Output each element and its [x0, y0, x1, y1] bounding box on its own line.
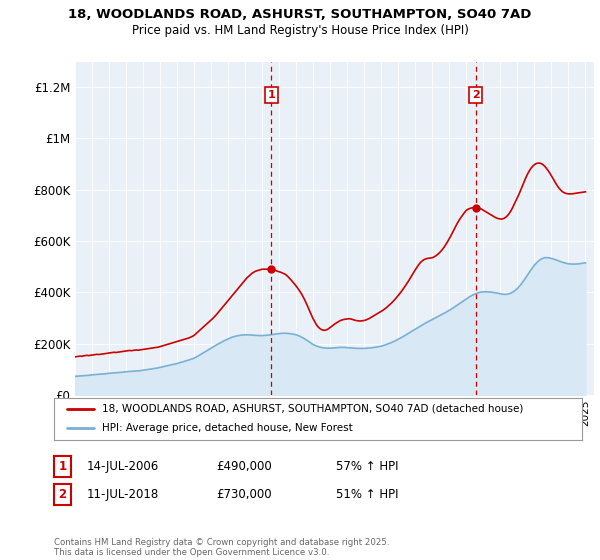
Text: 2: 2 [58, 488, 67, 501]
Text: £490,000: £490,000 [216, 460, 272, 473]
Text: 51% ↑ HPI: 51% ↑ HPI [336, 488, 398, 501]
Text: £730,000: £730,000 [216, 488, 272, 501]
Text: 2: 2 [472, 90, 479, 100]
Text: 11-JUL-2018: 11-JUL-2018 [87, 488, 159, 501]
Text: HPI: Average price, detached house, New Forest: HPI: Average price, detached house, New … [101, 423, 352, 433]
Text: Price paid vs. HM Land Registry's House Price Index (HPI): Price paid vs. HM Land Registry's House … [131, 24, 469, 36]
Text: 1: 1 [268, 90, 275, 100]
Text: 1: 1 [58, 460, 67, 473]
Text: 57% ↑ HPI: 57% ↑ HPI [336, 460, 398, 473]
Text: 18, WOODLANDS ROAD, ASHURST, SOUTHAMPTON, SO40 7AD: 18, WOODLANDS ROAD, ASHURST, SOUTHAMPTON… [68, 8, 532, 21]
Text: Contains HM Land Registry data © Crown copyright and database right 2025.
This d: Contains HM Land Registry data © Crown c… [54, 538, 389, 557]
Text: 18, WOODLANDS ROAD, ASHURST, SOUTHAMPTON, SO40 7AD (detached house): 18, WOODLANDS ROAD, ASHURST, SOUTHAMPTON… [101, 404, 523, 414]
Text: 14-JUL-2006: 14-JUL-2006 [87, 460, 159, 473]
